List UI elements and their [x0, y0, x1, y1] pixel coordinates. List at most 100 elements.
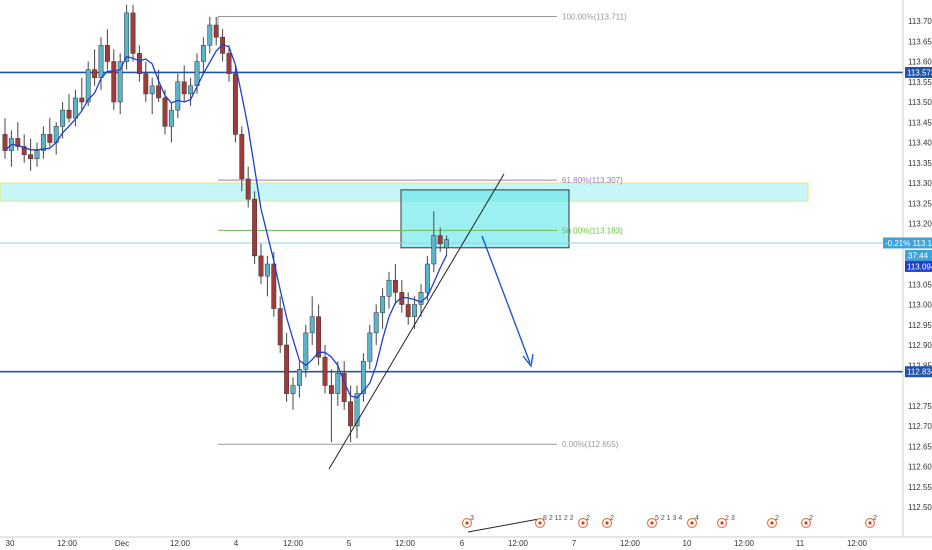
economic-event-marker[interactable]: 3 [461, 515, 475, 529]
economic-event-marker[interactable]: 2 [766, 515, 780, 529]
candle-body [47, 134, 53, 143]
candle-body [348, 401, 354, 427]
y-tick-label: 112.950 [908, 321, 932, 330]
sell-zone-box[interactable] [400, 189, 570, 249]
y-tick-label: 113.050 [908, 280, 932, 289]
candle-body [85, 69, 91, 103]
candle-body [284, 344, 290, 394]
economic-event-marker[interactable]: 2 [800, 515, 814, 529]
y-tick-label: 113.500 [908, 98, 932, 107]
x-tick-label: Dec [115, 539, 129, 548]
candle-body [162, 97, 168, 127]
candle-body [405, 304, 411, 317]
candle-body [104, 45, 110, 62]
event-count-label: 2 [610, 515, 614, 522]
candle-body [213, 24, 219, 38]
y-tick-label: 112.850 [908, 361, 932, 370]
candle-body [66, 109, 72, 119]
y-tick-label: 113.600 [908, 58, 932, 67]
candle-body [412, 304, 418, 317]
economic-event-marker[interactable]: 2 [601, 515, 615, 529]
economic-event-marker[interactable]: 8 2 11 2 2 [534, 515, 574, 529]
x-tick-label: 30 [6, 539, 15, 548]
candle-body [444, 239, 450, 249]
candle-body [322, 356, 328, 386]
horizontal-lines [0, 71, 903, 373]
fibonacci-retracement: 100.00%(113.711) 61.80%(113.307) 50.00%(11… [217, 13, 627, 449]
candle-body [72, 97, 78, 119]
candle-body [335, 373, 341, 394]
event-count-label: 5 2 1 3 4 [655, 515, 682, 522]
y-tick-label: 113.200 [908, 220, 932, 229]
projection-arrow-line[interactable] [481, 235, 531, 364]
candle-body [188, 85, 194, 95]
candle-body [156, 85, 162, 99]
x-tick-label: 12:00 [395, 539, 416, 548]
economic-event-marker[interactable]: 2 [864, 515, 878, 529]
candle-body [316, 316, 322, 358]
candle-body [303, 332, 309, 370]
economic-event-marker[interactable]: 5 2 1 3 4 [646, 515, 683, 529]
event-count-label: 2 [586, 515, 590, 522]
fib-level-label: 50.00%(113.183) [562, 226, 623, 235]
candle-body [124, 12, 130, 62]
x-tick-label: 10 [683, 539, 692, 548]
candle-body [252, 198, 258, 257]
projection-arrowhead [522, 353, 534, 368]
event-count-label: 2 [873, 515, 877, 522]
candle-body [168, 109, 174, 127]
candle-body [143, 73, 149, 95]
candle-body [15, 138, 21, 147]
x-tick-label: 7 [572, 539, 577, 548]
candle-body [111, 61, 117, 103]
candle-body [40, 134, 46, 151]
y-tick-label: 112.600 [908, 463, 932, 472]
x-tick-label: 4 [234, 539, 239, 548]
moving-average-line [4, 43, 448, 399]
economic-event-marker[interactable]: 4 [686, 515, 700, 529]
y-tick-label: 113.400 [908, 139, 932, 148]
y-tick-label: 113.650 [908, 37, 932, 46]
candle-body [309, 316, 315, 334]
candle-body [373, 312, 379, 334]
countdown-label: 37:44 [908, 251, 929, 260]
economic-event-marker[interactable]: 2 3 [716, 515, 735, 529]
horizontal-level-badge-label: 113.573 [907, 68, 932, 77]
x-tick-label: 12:00 [283, 539, 304, 548]
trendline[interactable] [328, 173, 505, 470]
fib-level-label: 100.00%(113.711) [562, 13, 627, 22]
candle-body [424, 263, 430, 293]
y-tick-label: 112.500 [908, 503, 932, 512]
candle-body [232, 73, 238, 135]
change-percent-label: -0.21% 113.152 [885, 239, 932, 248]
x-tick-label: 12:00 [508, 539, 529, 548]
x-tick-label: 12:00 [734, 539, 755, 548]
event-count-label: 2 [775, 515, 779, 522]
economic-event-marker[interactable]: 2 [577, 515, 591, 529]
zones [0, 182, 903, 249]
candle-body [239, 134, 245, 180]
candle-body [360, 360, 366, 394]
candle-body [136, 53, 142, 74]
candle-body [392, 279, 398, 293]
y-tick-label: 113.450 [908, 118, 932, 127]
price-badges: 113.573 112.834 -0.21% 113.152 37:44 113.094 [883, 66, 932, 378]
event-count-label: 4 [695, 515, 699, 522]
horizontal-level-badge [905, 66, 932, 78]
x-tick-label: 12:00 [57, 539, 78, 548]
candle-body [79, 97, 85, 103]
fib-level-label: 0.00%(112.655) [562, 440, 619, 449]
candle-body [380, 296, 386, 313]
candle-body [130, 12, 136, 54]
trendline-lower[interactable] [467, 518, 540, 533]
event-count-label: 2 [809, 515, 813, 522]
candle-body [28, 154, 34, 159]
candle-body [290, 385, 296, 394]
candle-body [431, 235, 437, 265]
moving-average [4, 43, 448, 399]
y-tick-label: 113.000 [908, 301, 932, 310]
candle-body [245, 178, 251, 200]
candle-body [21, 146, 27, 155]
y-tick-label: 112.550 [908, 483, 932, 492]
